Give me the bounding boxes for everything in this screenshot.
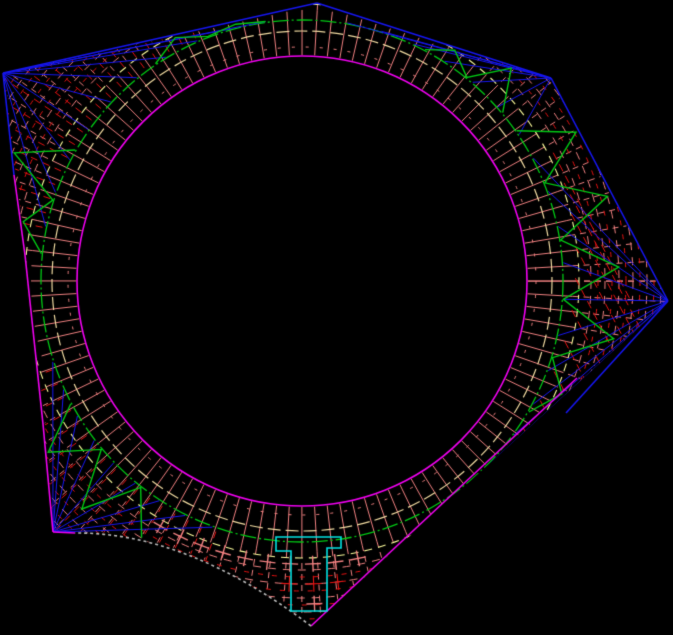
ogrid-mesh-canvas (0, 0, 673, 635)
mesh-viewport (0, 0, 673, 635)
